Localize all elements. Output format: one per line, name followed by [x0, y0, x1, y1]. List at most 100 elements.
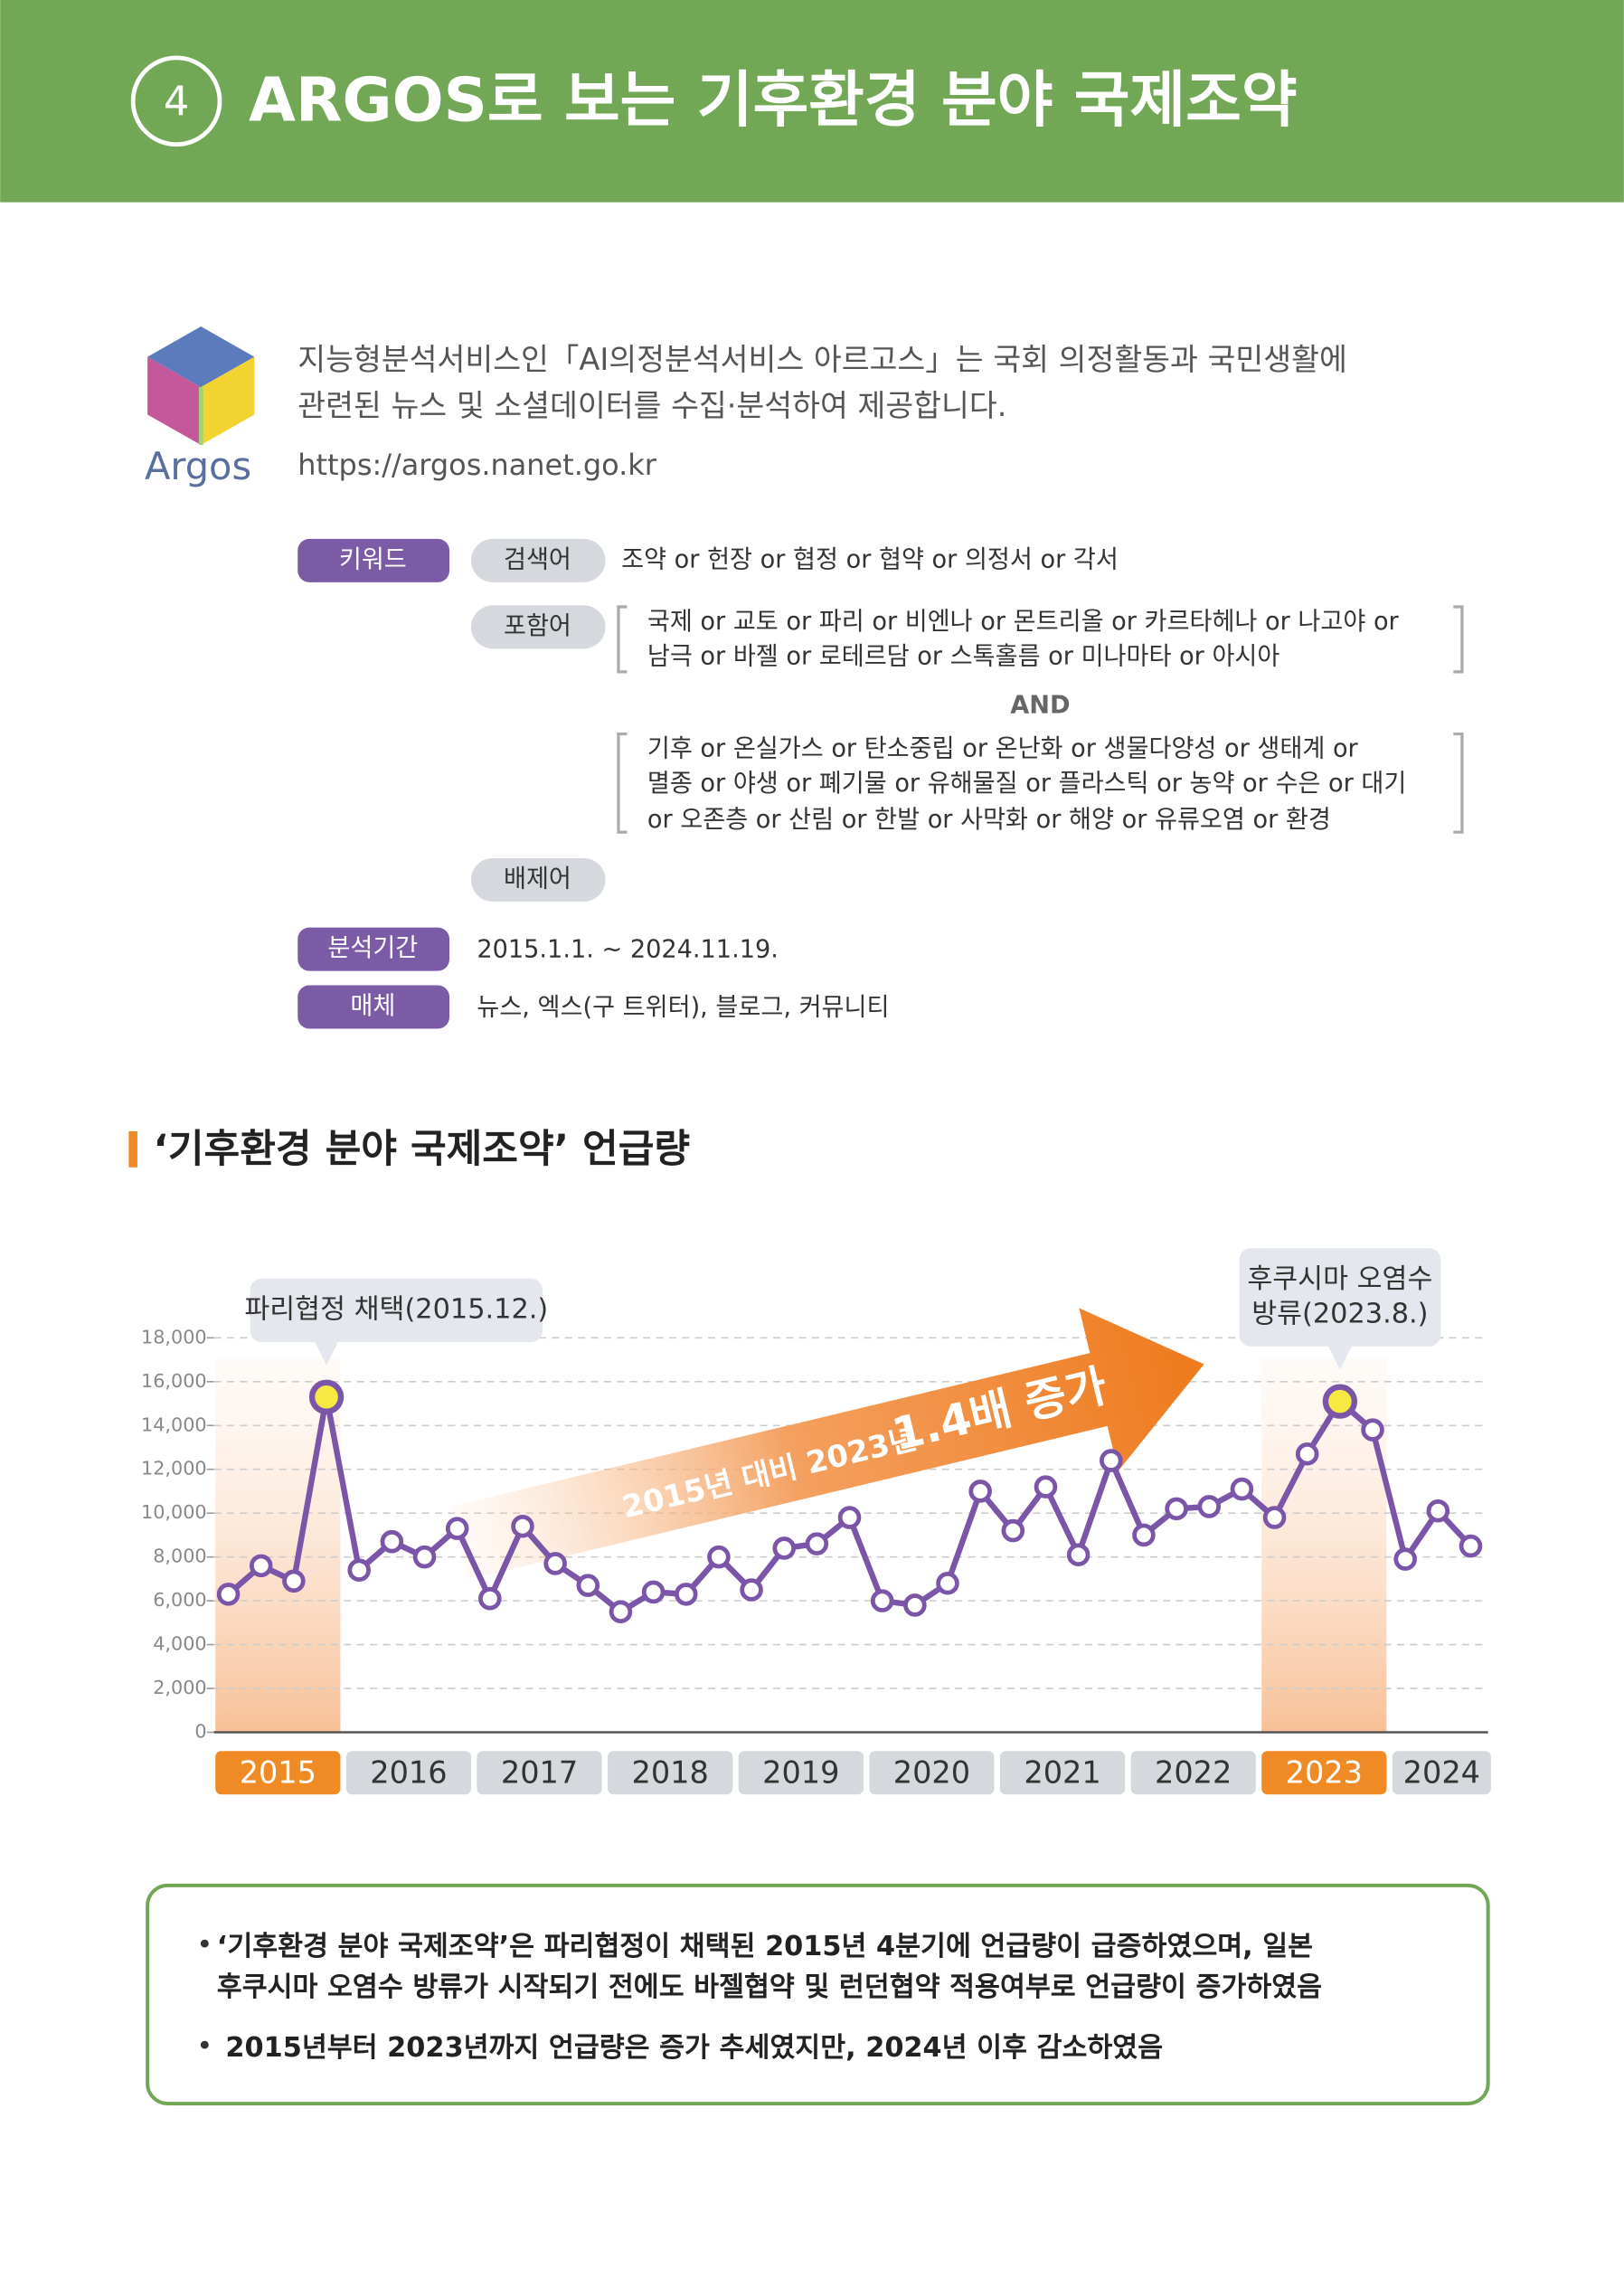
year-box — [999, 1751, 1126, 1795]
media-label: 매체 — [350, 992, 395, 1020]
data-point — [1322, 1384, 1358, 1419]
data-point — [380, 1529, 404, 1554]
bullet: • — [196, 2030, 212, 2062]
year-box — [869, 1751, 995, 1795]
x-tick-label: 2015 — [240, 1754, 316, 1790]
year-box — [345, 1751, 472, 1795]
data-point — [903, 1593, 927, 1617]
x-tick-label: 2022 — [1155, 1754, 1232, 1790]
data-point — [1295, 1442, 1319, 1466]
period-text: 2015.1.1. ~ 2024.11.19. — [477, 936, 779, 964]
data-point — [1459, 1534, 1483, 1558]
y-tick-label: 18,000 — [141, 1326, 207, 1347]
data-point — [1034, 1475, 1058, 1498]
data-point — [478, 1586, 502, 1611]
label-pill — [470, 538, 606, 582]
callout-pointer — [1328, 1346, 1352, 1370]
data-point — [1197, 1495, 1222, 1518]
data-point — [511, 1514, 534, 1538]
url: https://argos.nanet.go.kr — [297, 448, 656, 482]
x-tick-label: 2016 — [370, 1754, 447, 1790]
year-box — [1261, 1751, 1387, 1795]
chart: 0 2,000 4,000 6,000 8,000 10,000 12,000 14,000 1… — [141, 1248, 1491, 1795]
data-point — [445, 1517, 469, 1540]
description: 관련된 뉴스 및 소셜데이터를 수집·분석하여 제공합니다. — [297, 388, 1006, 423]
year-box — [1392, 1751, 1491, 1795]
data-point — [249, 1554, 273, 1578]
x-tick-label: 2024 — [1403, 1754, 1480, 1790]
year-box — [608, 1751, 733, 1795]
x-tick-label: 2020 — [893, 1754, 970, 1790]
x-tick-label: 2017 — [501, 1754, 578, 1790]
logo — [147, 326, 255, 446]
tag-pill — [297, 538, 450, 582]
data-point — [1132, 1523, 1156, 1547]
data-point — [870, 1589, 894, 1612]
data-point — [609, 1600, 633, 1624]
number-circle — [130, 55, 222, 147]
bullet: • — [196, 1929, 212, 1961]
section-bar — [128, 1130, 137, 1168]
include-text: 기후 or 온실가스 or 탄소중립 or 온난화 or 생물다양성 or 생태… — [647, 735, 1359, 763]
header-title: ARGOS로 보는 기후환경 분야 국제조약 — [249, 65, 1298, 136]
data-point — [1230, 1477, 1254, 1501]
label-pill — [470, 605, 606, 649]
data-point — [641, 1580, 666, 1604]
callout-box — [250, 1278, 543, 1343]
x-tick-label: 2018 — [632, 1754, 709, 1790]
data-point — [1066, 1543, 1091, 1567]
tag-label: 키워드 — [339, 545, 407, 573]
search-text: 조약 or 헌장 or 협정 or 협약 or 의정서 or 각서 — [621, 545, 1119, 573]
data-point — [308, 1379, 345, 1414]
bracket — [617, 732, 1464, 834]
summary-text: 후쿠시마 오염수 방류가 시작되기 전에도 바젤협약 및 런던협약 적용여부로 … — [217, 1971, 1322, 2003]
header-number: 4 — [164, 77, 189, 125]
include-text: 남극 or 바젤 or 로테르담 or 스톡홀름 or 미나마타 or 아시아 — [647, 642, 1280, 670]
y-tick-label: 6,000 — [153, 1589, 206, 1611]
data-point — [1100, 1449, 1123, 1472]
description: 지능형분석서비스인「AI의정분석서비스 아르고스」는 국회 의정활동과 국민생활… — [297, 342, 1347, 377]
data-point — [1001, 1518, 1025, 1543]
media-text: 뉴스, 엑스(구 트위터), 블로그, 커뮤니티 — [477, 994, 889, 1022]
data-point — [412, 1545, 437, 1569]
include-label: 포함어 — [504, 612, 571, 640]
data-point — [1393, 1547, 1417, 1571]
tag-pill — [297, 985, 450, 1029]
label-pill — [470, 857, 606, 902]
data-point — [1361, 1418, 1384, 1442]
period-label: 분석기간 — [327, 934, 418, 962]
data-point — [674, 1583, 698, 1606]
include-text: 국제 or 교토 or 파리 or 비엔나 or 몬트리올 or 카르타헤나 o… — [647, 608, 1400, 636]
callout-pointer — [315, 1342, 338, 1366]
y-tick-label: 2,000 — [153, 1677, 206, 1698]
x-tick-label: 2021 — [1024, 1754, 1100, 1790]
data-point — [805, 1532, 829, 1555]
arrow-shape — [450, 1308, 1204, 1580]
include-text: 멸종 or 야생 or 폐기물 or 유해물질 or 플라스틱 or 농약 or… — [647, 770, 1406, 798]
x-tick-label: 2019 — [762, 1754, 839, 1790]
data-point — [1426, 1498, 1450, 1523]
highlight-band — [1261, 1357, 1387, 1733]
x-tick-label: 2023 — [1286, 1754, 1363, 1790]
and-label: AND — [1010, 692, 1070, 720]
annotation: 파리협정 채택(2015.12.) — [244, 1293, 548, 1325]
y-tick-label: 0 — [194, 1720, 206, 1742]
data-point — [740, 1578, 763, 1602]
y-tick-label: 12,000 — [141, 1458, 207, 1480]
include-text: or 오존층 or 산림 or 한발 or 사막화 or 해양 or 유류오염 … — [647, 806, 1331, 834]
data-point — [837, 1506, 862, 1529]
y-tick-label: 4,000 — [153, 1633, 206, 1655]
y-tick-label: 8,000 — [153, 1546, 206, 1567]
year-box — [477, 1751, 602, 1795]
year-box — [1130, 1751, 1256, 1795]
data-point — [772, 1536, 797, 1560]
data-point — [282, 1569, 306, 1593]
annotation: 방류(2023.8.) — [1251, 1298, 1428, 1329]
summary-text: ‘기후환경 분야 국제조약’은 파리협정이 채택된 2015년 4분기에 언급량… — [217, 1931, 1313, 1962]
y-tick-label: 14,000 — [141, 1413, 207, 1435]
chart-title: ‘기후환경 분야 국제조약’ 언급량 — [154, 1127, 691, 1172]
year-box — [738, 1751, 864, 1795]
logo-text: Argos — [145, 444, 251, 488]
y-tick-label: 10,000 — [141, 1501, 207, 1523]
